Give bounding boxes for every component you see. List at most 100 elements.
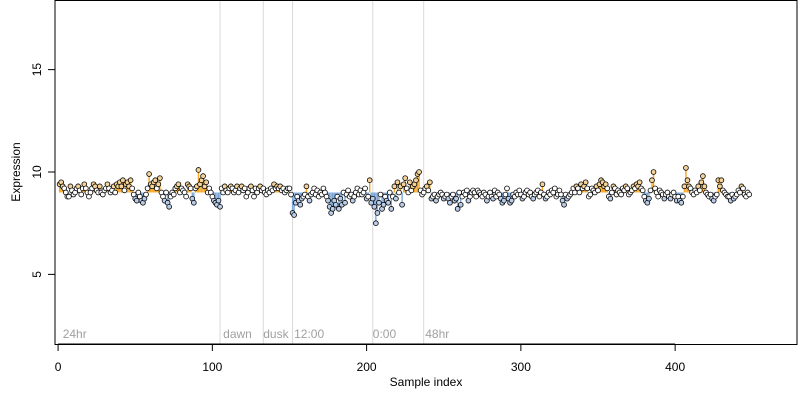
data-point-253 (447, 199, 453, 206)
data-point-418 (701, 183, 708, 190)
y-tick-label-2: 15 (30, 63, 44, 77)
data-point-257 (453, 195, 459, 202)
data-point-87 (191, 199, 197, 206)
data-point-206 (374, 210, 381, 216)
data-point-384 (649, 177, 655, 183)
data-point-289 (502, 191, 509, 198)
data-point-429 (718, 177, 725, 183)
period-label-5: 48hr (425, 327, 449, 341)
data-point-208 (377, 191, 384, 198)
data-point-149 (286, 185, 293, 192)
data-point-222 (399, 201, 405, 208)
data-point-368 (624, 185, 631, 192)
data-point-26 (96, 183, 103, 190)
x-tick-label-0: 0 (55, 360, 62, 374)
data-point-205 (373, 220, 379, 226)
data-point-36 (112, 189, 118, 196)
period-labels: 24hr dawn dusk 12:00 0:00 48hr (63, 327, 450, 341)
data-point-264 (464, 187, 470, 194)
data-point-388 (655, 193, 661, 200)
data-point-103 (215, 197, 222, 204)
data-point-426 (713, 191, 720, 198)
data-point-177 (329, 206, 336, 212)
data-point-56 (143, 191, 149, 198)
data-point-218 (393, 195, 399, 202)
data-point-357 (607, 195, 614, 202)
x-axis-title: Sample index (390, 375, 463, 389)
data-point-223 (400, 181, 407, 188)
data-point-214 (386, 189, 393, 196)
data-point-47 (129, 185, 135, 192)
data-point-355 (604, 185, 611, 192)
data-point-150 (288, 191, 294, 198)
data-point-58 (146, 171, 152, 177)
data-point-40 (118, 183, 125, 190)
data-point-233 (416, 169, 422, 175)
data-point-364 (618, 191, 624, 198)
x-axis: 0 100 200 300 400 (55, 343, 685, 374)
data-point-207 (376, 199, 382, 206)
data-point-260 (457, 201, 464, 208)
data-point-404 (680, 193, 686, 200)
data-point-219 (394, 179, 401, 186)
data-point-325 (558, 191, 564, 198)
data-point-349 (595, 187, 601, 194)
data-point-42 (121, 187, 128, 194)
data-point-69 (163, 189, 169, 196)
data-point-201 (366, 177, 373, 183)
y-tick-label-1: 10 (30, 165, 44, 179)
data-point-198 (362, 185, 368, 192)
data-point-341 (582, 179, 589, 186)
data-point-162 (306, 197, 313, 204)
x-tick-label-3: 300 (511, 360, 531, 374)
data-point-344 (587, 191, 594, 198)
data-point-239 (425, 187, 432, 194)
data-point-258 (454, 206, 461, 212)
data-point-62 (152, 177, 159, 183)
data-point-71 (166, 204, 172, 210)
data-point-342 (584, 185, 591, 192)
data-point-77 (175, 181, 182, 188)
data-point-313 (539, 181, 546, 188)
data-point-82 (183, 193, 189, 200)
data-point-288 (501, 197, 507, 204)
data-point-74 (170, 191, 177, 198)
data-point-441 (737, 189, 743, 196)
data-point-378 (639, 187, 646, 194)
data-point-204 (371, 204, 378, 210)
data-point-416 (698, 179, 705, 186)
period-label-2: dusk (263, 327, 289, 341)
data-point-179 (332, 201, 339, 208)
period-label-4: 0:00 (373, 327, 397, 341)
data-point-293 (508, 197, 515, 204)
period-label-3: 12:00 (294, 327, 324, 341)
data-point-152 (291, 212, 297, 218)
data-point-415 (697, 187, 703, 194)
y-tick-label-0: 5 (30, 271, 44, 278)
data-point-85 (187, 185, 194, 192)
period-label-0: 24hr (63, 327, 87, 341)
data-point-376 (636, 179, 643, 186)
data-point-185 (342, 199, 348, 206)
data-point-95 (203, 179, 209, 186)
data-points (56, 165, 752, 226)
data-point-383 (647, 187, 654, 194)
data-point-215 (388, 206, 395, 212)
data-point-64 (155, 181, 162, 188)
data-point-90 (195, 167, 202, 173)
period-label-1: dawn (223, 327, 252, 341)
data-point-6 (66, 193, 72, 200)
x-tick-label-2: 200 (357, 360, 377, 374)
data-point-210 (380, 201, 387, 208)
data-point-220 (396, 189, 402, 196)
data-point-417 (700, 173, 706, 179)
data-point-181 (336, 206, 342, 212)
data-point-447 (746, 191, 752, 198)
data-point-443 (740, 185, 746, 192)
data-point-174 (325, 197, 331, 204)
data-point-358 (609, 189, 615, 196)
data-point-270 (473, 193, 479, 200)
data-point-403 (678, 199, 685, 206)
data-point-156 (297, 201, 304, 208)
